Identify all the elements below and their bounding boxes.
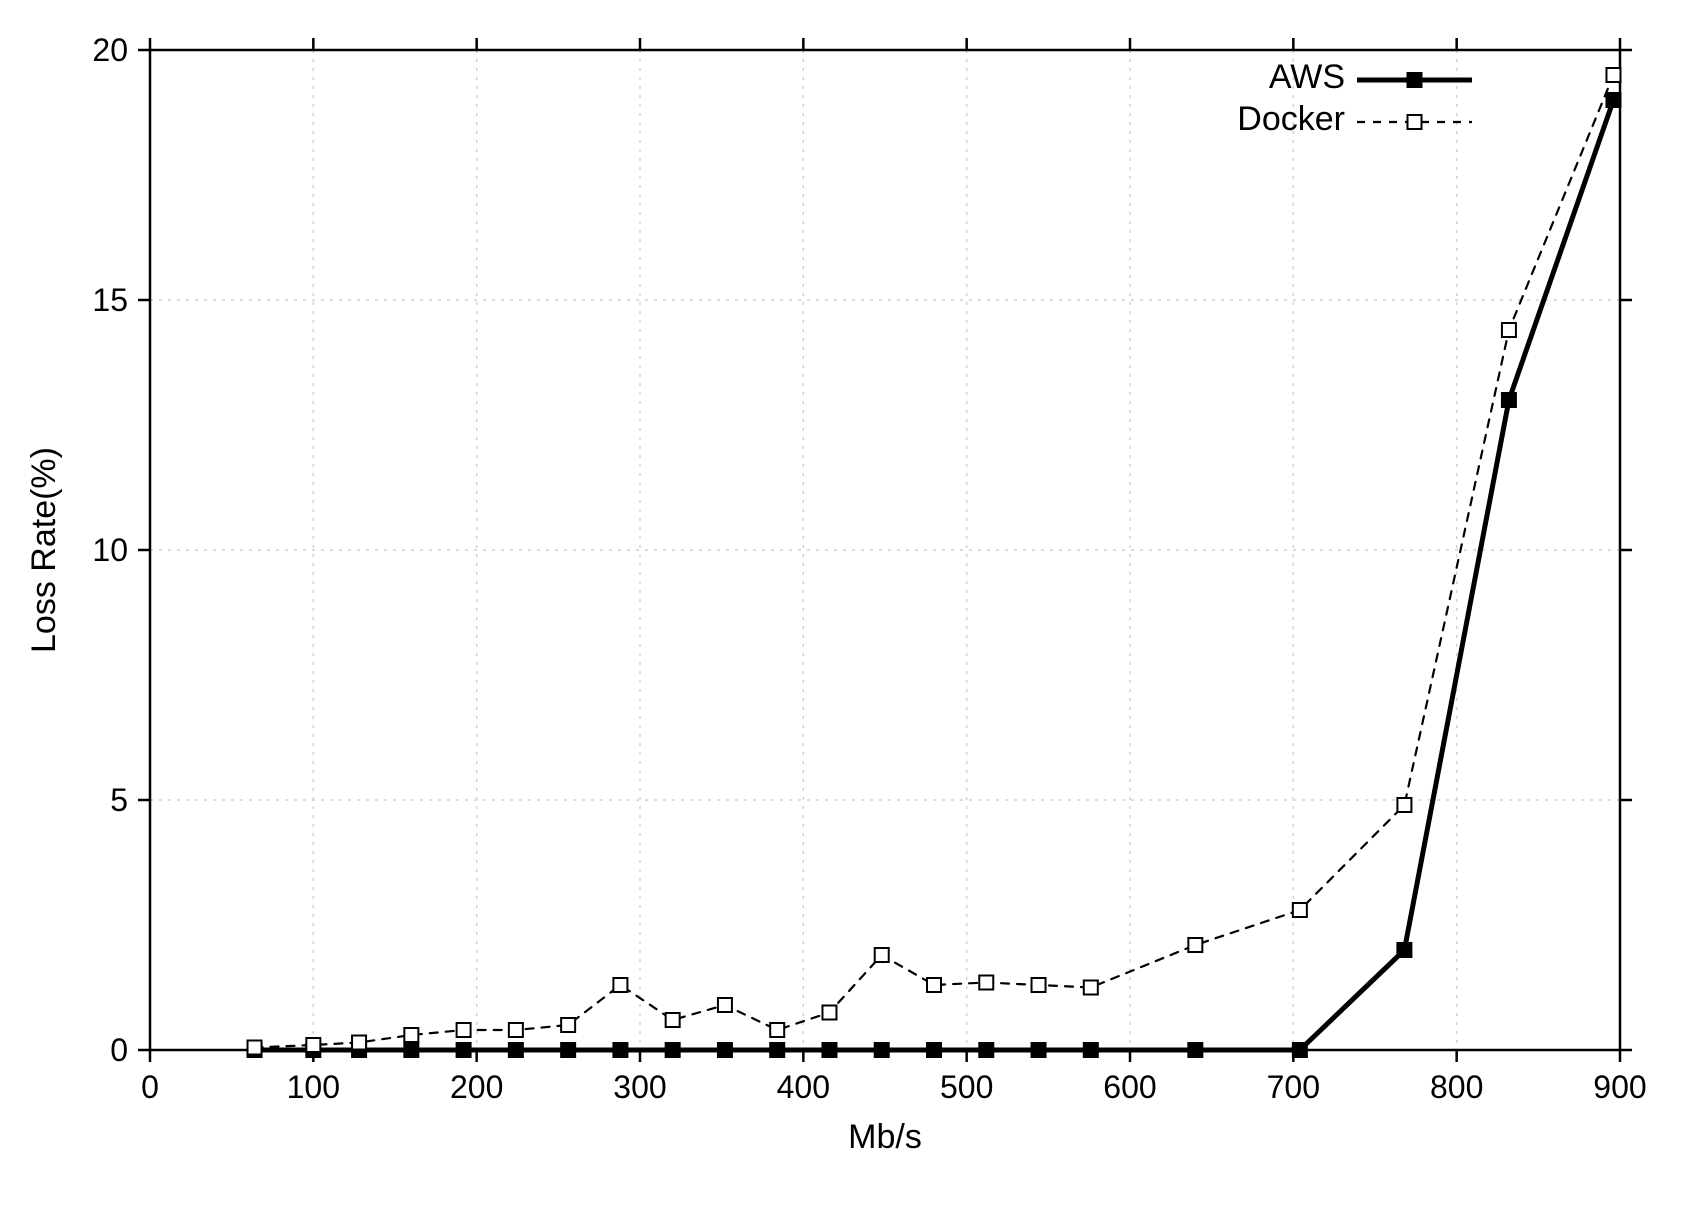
x-tick-label: 100 — [287, 1069, 340, 1105]
legend-label-aws: AWS — [1269, 58, 1345, 96]
y-tick-label: 10 — [92, 532, 128, 568]
x-tick-label: 0 — [141, 1069, 159, 1105]
x-tick-label: 900 — [1593, 1069, 1646, 1105]
x-tick-label: 700 — [1267, 1069, 1320, 1105]
x-tick-label: 800 — [1430, 1069, 1483, 1105]
y-tick-label: 5 — [110, 782, 128, 818]
legend-label-docker: Docker — [1237, 100, 1345, 138]
y-tick-label: 0 — [110, 1032, 128, 1068]
loss-rate-chart: 0 100 200 300 400 500 600 700 800 900 0 5 10 15 20 Mb/s… — [0, 0, 1698, 1216]
y-axis-title: Loss Rate(%) — [25, 447, 63, 653]
x-axis-title: Mb/s — [848, 1118, 922, 1156]
chart-svg: 0 100 200 300 400 500 600 700 800 900 0 5 10 15 20 Mb/s… — [0, 0, 1698, 1216]
y-tick-label: 15 — [92, 282, 128, 318]
x-tick-label: 200 — [450, 1069, 503, 1105]
x-tick-label: 500 — [940, 1069, 993, 1105]
x-tick-label: 400 — [777, 1069, 830, 1105]
x-tick-label: 300 — [613, 1069, 666, 1105]
x-tick-label: 600 — [1103, 1069, 1156, 1105]
y-tick-label: 20 — [92, 32, 128, 68]
